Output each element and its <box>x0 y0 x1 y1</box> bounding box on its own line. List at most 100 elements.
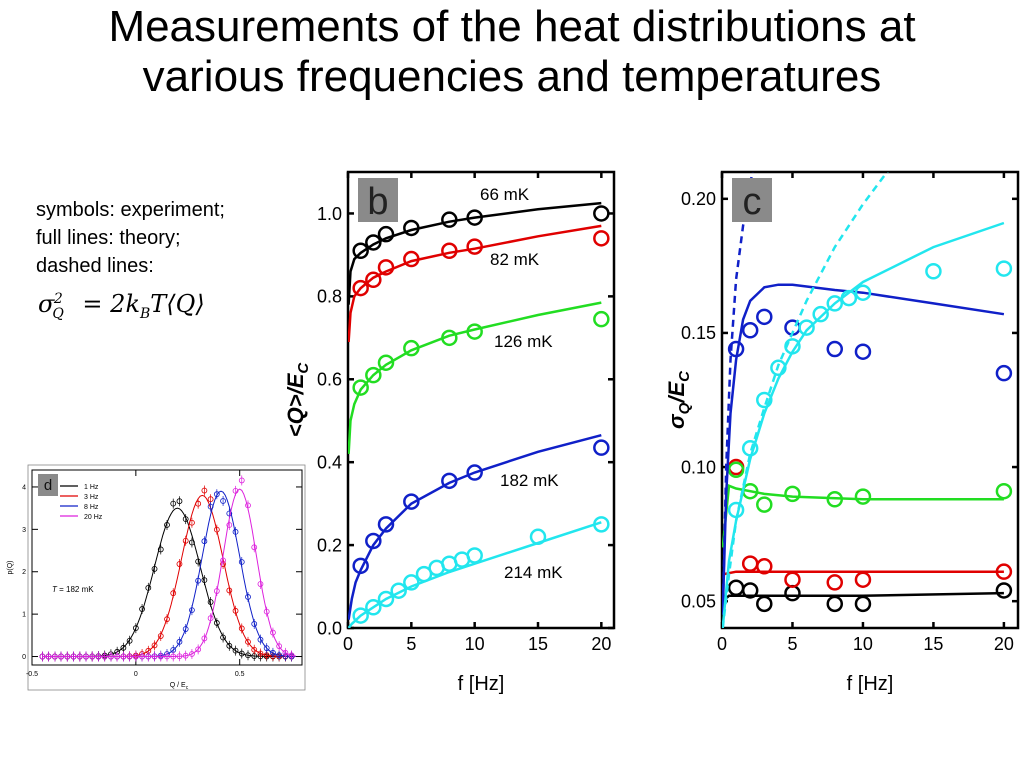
x-axis-label: f [Hz] <box>847 673 894 695</box>
series-214-mK <box>348 516 610 628</box>
panel-d: -0.5 0 0.5 0 1 2 3 4 d 1 Hz 3 Hz 8 Hz 20 Hz T = 182 m… <box>7 464 306 691</box>
data-point <box>756 391 773 409</box>
panel-c: 0 5 10 15 20 0.05 0.10 0.15 0.20 c f [Hz] σQ/EC <box>664 170 1020 695</box>
note-symbols: symbols: experiment; <box>36 199 225 221</box>
data-point <box>365 234 382 251</box>
note-full-lines: full lines: theory; <box>36 227 181 249</box>
data-point <box>257 636 264 643</box>
data-point <box>770 359 787 377</box>
dashed-line <box>722 172 889 628</box>
data-point <box>238 559 245 565</box>
data-point <box>189 607 195 614</box>
data-point <box>377 354 395 371</box>
data-point <box>352 379 369 396</box>
legend-notes: symbols: experiment; full lines: theory;… <box>36 196 225 280</box>
data-point <box>182 626 189 632</box>
data-point <box>151 642 158 649</box>
data-point <box>195 558 202 565</box>
data-point <box>176 638 183 645</box>
data-point <box>132 625 139 632</box>
data-point <box>365 599 382 616</box>
data-point <box>238 650 245 657</box>
data-point <box>352 242 369 260</box>
data-point <box>126 653 133 660</box>
data-point <box>164 616 170 623</box>
y-tick-label: 0 <box>22 654 26 661</box>
data-point <box>784 584 801 602</box>
data-point <box>238 477 245 484</box>
x-axis-label: Q / Ec <box>170 682 189 691</box>
series-126-mK <box>348 301 610 454</box>
theory-line <box>348 433 602 620</box>
data-point <box>182 652 189 659</box>
data-point <box>441 329 458 347</box>
data-point <box>798 319 815 336</box>
data-point <box>195 500 202 507</box>
data-point <box>784 338 801 355</box>
data-point <box>365 366 382 384</box>
data-point <box>441 472 458 490</box>
data-point <box>213 526 220 533</box>
data-point <box>95 653 102 660</box>
data-point <box>854 343 872 360</box>
data-point <box>466 464 483 481</box>
data-point <box>352 557 369 575</box>
data-point <box>101 653 108 660</box>
plot-frame <box>31 469 303 666</box>
panel-label: d <box>44 477 52 494</box>
data-point <box>276 652 283 659</box>
data-point <box>145 584 152 591</box>
data-point <box>213 620 220 626</box>
data-point <box>854 595 872 613</box>
data-point <box>403 339 420 357</box>
data-point <box>270 649 276 656</box>
data-point <box>756 558 773 575</box>
data-point <box>226 642 233 649</box>
data-point <box>157 633 164 639</box>
data-point <box>352 607 369 624</box>
series-20-Hz <box>39 475 296 662</box>
legend-label: 3 Hz <box>84 494 99 501</box>
theory-line <box>722 221 1005 628</box>
data-point <box>826 595 844 613</box>
data-point <box>854 571 872 588</box>
data-point <box>189 519 195 526</box>
temperature-label: 126 mK <box>494 332 553 351</box>
data-point <box>213 588 220 594</box>
data-point <box>288 652 295 659</box>
data-point <box>232 528 239 535</box>
data-point <box>207 503 214 510</box>
y-tick-label: 0.15 <box>681 323 716 343</box>
data-point <box>164 522 170 528</box>
data-point <box>157 546 164 553</box>
data-point <box>995 582 1013 599</box>
panel-b: 0 5 10 15 20 0.0 0.2 0.4 0.6 0.8 1.0 b f [Hz] <Q>/EC 6… <box>283 170 616 695</box>
data-point <box>145 653 152 660</box>
variance-formula: σQ2 = 2kBT⟨Q⟩ <box>38 290 205 322</box>
x-axis-label: f [Hz] <box>458 673 505 695</box>
data-point <box>182 516 189 522</box>
data-point <box>529 528 547 546</box>
data-point <box>232 647 239 654</box>
data-point <box>756 496 773 513</box>
series-82-mK <box>722 458 1013 591</box>
data-point <box>245 638 251 645</box>
data-point <box>245 502 251 509</box>
y-axis-label: σQ/EC <box>664 370 693 429</box>
data-point <box>995 563 1013 580</box>
y-axis-label: <Q>/EC <box>283 362 312 438</box>
data-point <box>70 653 77 660</box>
data-point <box>365 271 382 289</box>
x-tick-label: 10 <box>853 634 873 654</box>
plot-frame <box>346 170 616 630</box>
panel-b-plot <box>348 201 610 628</box>
data-point <box>727 501 745 519</box>
data-point <box>995 364 1013 382</box>
data-point <box>741 582 759 599</box>
data-point <box>220 557 226 564</box>
data-point <box>226 587 233 594</box>
data-point <box>226 522 233 528</box>
data-point <box>756 595 773 613</box>
data-point <box>593 205 610 222</box>
data-point <box>220 498 226 504</box>
